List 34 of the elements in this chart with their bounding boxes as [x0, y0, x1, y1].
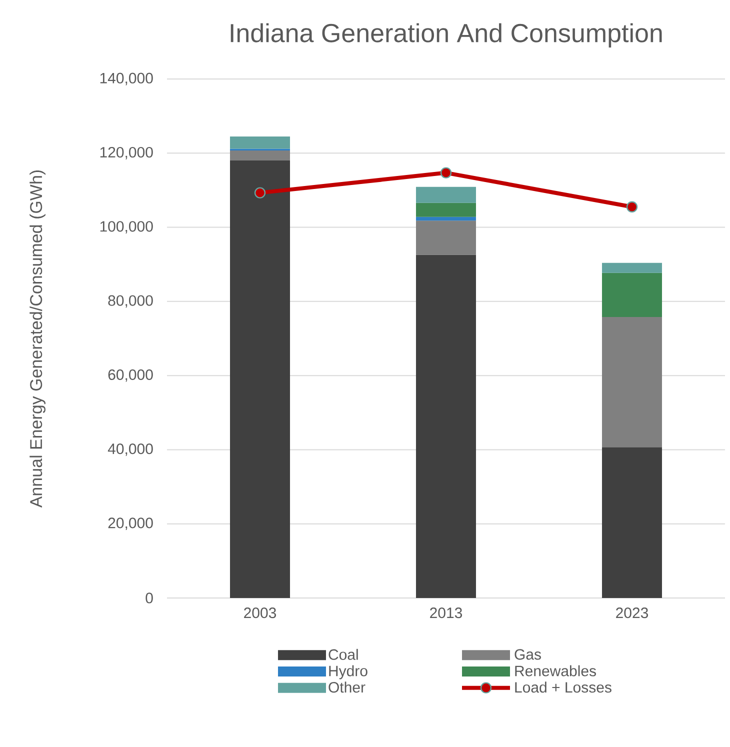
point [254, 187, 266, 198]
bar [416, 202, 476, 217]
legend-label: Hydro [329, 665, 368, 680]
y-tick-label: 140,000 [100, 72, 153, 86]
bar [602, 262, 662, 273]
y-tick-label: 0 [146, 592, 153, 604]
bar [602, 272, 662, 317]
y-tick-label: 60,000 [108, 369, 153, 382]
y-tick-label: 120,000 [100, 146, 153, 160]
legend-label: Load + Losses [515, 682, 612, 693]
chart-title: Indiana Generation And Consumption [230, 23, 662, 48]
bar [602, 447, 662, 598]
point [626, 201, 638, 212]
bar [230, 160, 290, 598]
bar [230, 136, 290, 149]
bar [416, 254, 476, 598]
point [440, 167, 452, 178]
legend-label: Renewables [515, 665, 596, 676]
bar [416, 220, 476, 255]
y-axis-title: Annual Energy Generated/Consumed (GWh) [30, 170, 46, 508]
bar [602, 316, 662, 448]
x-tick-label: 2003 [244, 608, 276, 618]
bar [416, 186, 476, 203]
y-tick-label: 20,000 [108, 518, 153, 530]
y-tick-label: 100,000 [100, 221, 153, 234]
legend-label: Other [328, 682, 366, 693]
bar [230, 150, 290, 161]
x-tick-label: 2013 [430, 608, 462, 618]
legend-label: Gas [514, 649, 541, 660]
y-tick-label: 80,000 [108, 295, 153, 308]
legend-label: Coal [328, 648, 358, 660]
x-tick-label: 2023 [616, 608, 648, 618]
bar [416, 216, 476, 221]
y-tick-label: 40,000 [108, 444, 153, 456]
